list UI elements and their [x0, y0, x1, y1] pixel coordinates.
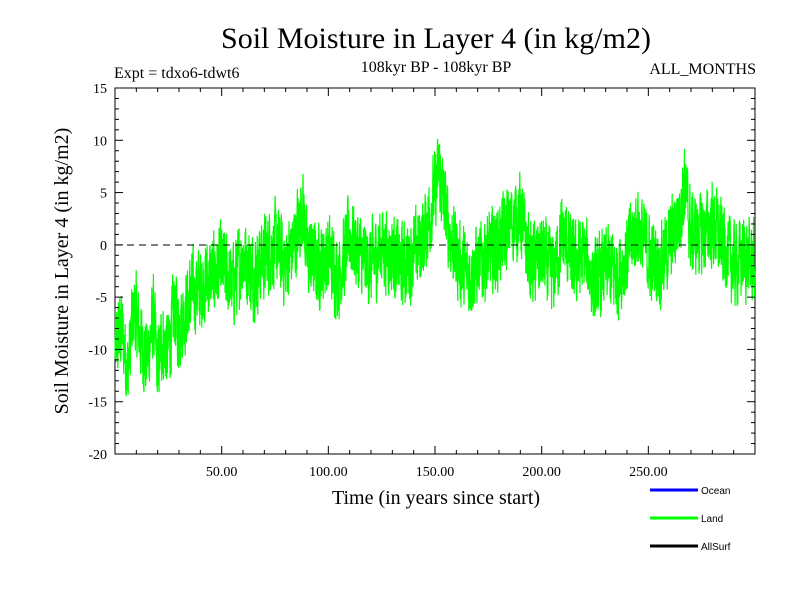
tick-layer: -20 -15 -10 -5 0 5 10 15 50.00 100.00 150.00 200.00…	[88, 82, 755, 480]
y-tick-label: -20	[88, 448, 107, 463]
x-axis-label: Time (in years since start)	[332, 487, 540, 509]
y-tick-label: 15	[93, 82, 107, 97]
series-line-land	[114, 138, 756, 397]
x-tick-label: 100.00	[309, 465, 348, 480]
y-tick-label: -15	[88, 396, 107, 411]
legend: Ocean Land AllSurf	[650, 486, 731, 553]
y-tick-label: -5	[95, 291, 107, 306]
legend-label-ocean: Ocean	[701, 486, 730, 497]
chart-title: Soil Moisture in Layer 4 (in kg/m2)	[221, 22, 651, 55]
plot-area: -20 -15 -10 -5 0 5 10 15 50.00 100.00 150.00 200.00…	[88, 82, 756, 480]
series-layer	[114, 138, 756, 397]
y-tick-label: 0	[100, 239, 107, 254]
x-tick-label: 250.00	[629, 465, 668, 480]
y-tick-label: 5	[100, 187, 107, 202]
legend-label-allsurf: AllSurf	[701, 542, 731, 553]
y-axis-label: Soil Moisture in Layer 4 (in kg/m2)	[51, 128, 73, 415]
y-tick-label: 10	[93, 134, 107, 149]
y-tick-label: -10	[88, 343, 107, 358]
legend-label-land: Land	[701, 514, 723, 525]
x-tick-label: 200.00	[522, 465, 561, 480]
period-label: 108kyr BP - 108kyr BP	[361, 59, 512, 76]
x-tick-label: 150.00	[416, 465, 455, 480]
experiment-label: Expt = tdxo6-tdwt6	[114, 65, 239, 82]
x-tick-label: 50.00	[206, 465, 238, 480]
months-label: ALL_MONTHS	[649, 61, 756, 78]
